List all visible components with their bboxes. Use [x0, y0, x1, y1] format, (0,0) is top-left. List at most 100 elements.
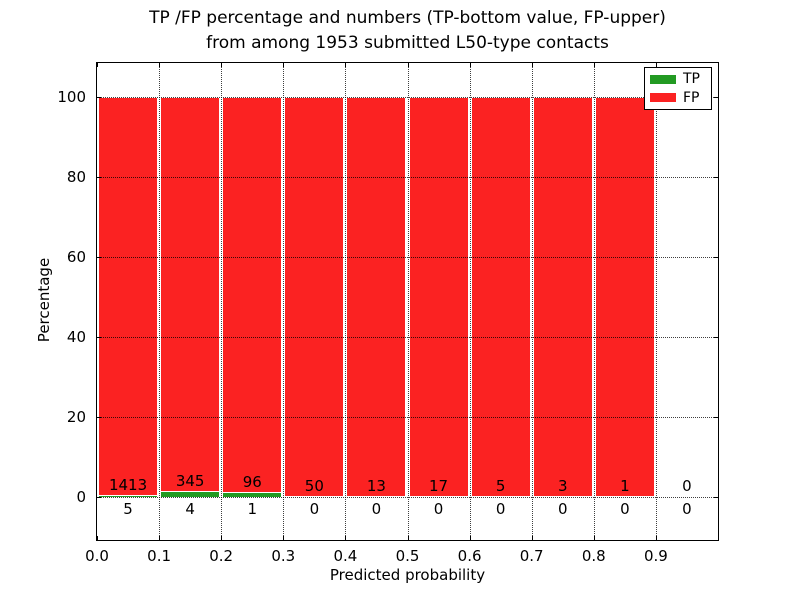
tp-count-label: 0 [309, 500, 320, 518]
fp-bar [160, 97, 221, 493]
tp-bar [222, 492, 283, 497]
y-tick-mark [97, 417, 101, 418]
fp-bar [284, 97, 345, 497]
x-tick-mark [469, 536, 471, 540]
tp-count-label: 5 [123, 500, 133, 518]
fp-legend-swatch [650, 93, 676, 103]
legend-entry-fp: FP [650, 90, 706, 106]
tp-count-label: 1 [247, 500, 257, 518]
tp-count-label: 4 [185, 500, 195, 518]
tp-count-label: 0 [495, 500, 506, 518]
x-tick-mark-top [283, 63, 285, 67]
x-tick-mark-top [407, 63, 409, 67]
v-gridline [407, 63, 409, 540]
y-tick-label: 0 [76, 488, 86, 506]
y-tick-mark-right [714, 177, 718, 178]
v-gridline [221, 63, 223, 540]
v-gridline [593, 63, 595, 540]
y-tick-label: 80 [66, 168, 86, 186]
tp-count-label: 0 [620, 500, 630, 518]
v-gridline [283, 63, 285, 540]
y-tick-mark-right [714, 497, 718, 498]
x-tick-mark-top [159, 63, 161, 67]
fp-count-label: 3 [557, 477, 568, 495]
x-tick-mark-top [593, 63, 595, 67]
y-tick-mark [97, 177, 101, 178]
fp-count-label: 1 [620, 477, 630, 495]
x-tick-mark [531, 536, 533, 540]
x-tick-mark-top [531, 63, 533, 67]
x-tick-mark [159, 536, 161, 540]
x-tick-label: 0.2 [209, 547, 234, 565]
x-tick-label: 0.8 [581, 547, 606, 565]
legend-entry-tp: TP [650, 71, 706, 87]
fp-count-label: 5 [495, 477, 506, 495]
tp-count-label: 0 [433, 500, 444, 518]
fp-count-label: 1413 [108, 475, 148, 494]
y-tick-label: 60 [66, 248, 86, 266]
x-tick-mark [593, 536, 595, 540]
y-tick-mark-right [714, 257, 718, 258]
fp-bar [408, 97, 469, 497]
y-tick-mark-right [714, 417, 718, 418]
x-tick-mark [283, 536, 285, 540]
fp-bar [532, 97, 593, 497]
y-tick-mark [97, 337, 101, 338]
v-gridline [345, 63, 347, 540]
v-gridline [531, 63, 533, 540]
plot-area: 1413 5 345 4 96 1 50 0 13 0 17 0 5 0 3 0 1 0 0 0 TP FP [96, 62, 719, 541]
y-tick-mark [97, 257, 101, 258]
fp-bar [470, 97, 531, 497]
tp-legend-label: TP [683, 71, 700, 88]
fp-count-label: 13 [366, 477, 386, 495]
legend: TP FP [644, 67, 712, 110]
fp-bar [98, 97, 159, 496]
y-tick-label: 100 [57, 88, 86, 106]
x-tick-mark [97, 536, 98, 540]
x-tick-label: 0.9 [643, 547, 668, 565]
x-axis-label: Predicted probability [329, 566, 486, 584]
y-tick-mark-right [714, 337, 718, 338]
x-tick-label: 0.7 [519, 547, 544, 565]
fp-count-label: 50 [304, 477, 324, 495]
fp-legend-label: FP [683, 89, 700, 106]
x-tick-mark-top [655, 63, 657, 67]
v-gridline [655, 63, 657, 540]
tp-count-label: 0 [682, 500, 692, 518]
fp-count-label: 96 [242, 472, 262, 491]
x-tick-label: 0.4 [333, 547, 358, 565]
y-tick-mark [97, 497, 101, 498]
x-tick-mark [407, 536, 409, 540]
x-tick-label: 0.5 [395, 547, 420, 565]
fp-bar [222, 97, 283, 493]
x-tick-mark-top [469, 63, 471, 67]
x-tick-mark [221, 536, 223, 540]
x-tick-label: 0.6 [457, 547, 482, 565]
x-tick-mark-top [97, 63, 98, 67]
y-tick-mark [97, 97, 101, 98]
y-tick-label: 20 [66, 408, 86, 426]
fp-bar [346, 97, 407, 497]
x-tick-label: 0.1 [147, 547, 172, 565]
x-tick-mark [345, 536, 347, 540]
tp-legend-swatch [650, 74, 676, 84]
x-tick-mark [655, 536, 657, 540]
fp-count-label: 345 [175, 472, 205, 491]
fp-bar [594, 97, 655, 497]
fp-count-label: 17 [429, 477, 449, 495]
tp-bar [98, 495, 159, 497]
tp-bar [160, 492, 221, 497]
tp-count-label: 0 [371, 500, 382, 518]
fp-count-label: 0 [682, 477, 692, 495]
x-tick-label: 0.3 [271, 547, 296, 565]
tp-count-label: 0 [557, 500, 568, 518]
x-tick-label: 0.0 [85, 547, 109, 565]
y-tick-mark-right [714, 97, 718, 98]
chart-title-line-2: from among 1953 submitted L50-type conta… [206, 33, 609, 53]
v-gridline [159, 63, 161, 540]
x-tick-mark-top [345, 63, 347, 67]
v-gridline [469, 63, 471, 540]
x-tick-mark-top [221, 63, 223, 67]
chart-title-line-1: TP /FP percentage and numbers (TP-bottom… [149, 8, 666, 28]
